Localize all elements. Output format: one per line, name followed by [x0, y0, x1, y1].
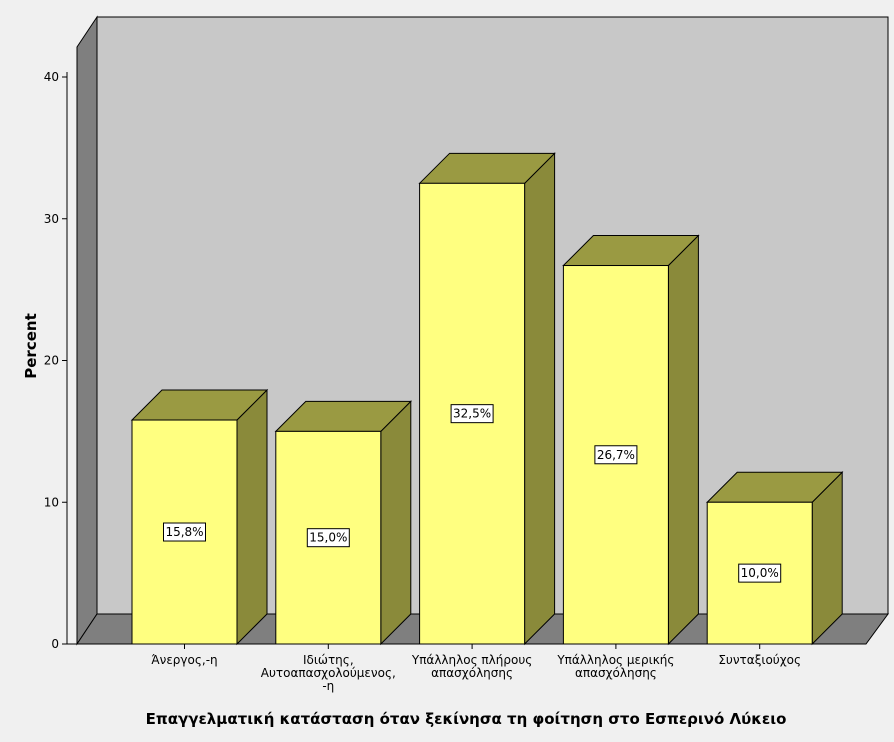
bar-group: 15,0%	[274, 400, 413, 646]
data-label-box	[738, 563, 782, 583]
bar-side	[524, 152, 556, 646]
data-label-box	[594, 445, 638, 465]
y-tick-label: 30	[44, 212, 59, 226]
data-label: 15,0%	[309, 531, 347, 545]
x-tick-label: Άνεργος,-η	[151, 653, 217, 667]
x-tick-label: Υπάλληλος μερικής	[556, 653, 674, 667]
y-tick-label: 40	[44, 70, 59, 84]
data-label: 26,7%	[597, 448, 635, 462]
x-tick-label: απασχόλησης	[575, 666, 657, 680]
y-axis-title: Percent	[22, 313, 40, 378]
y-tick-label: 0	[51, 637, 59, 651]
bar-side	[667, 234, 699, 646]
data-label-box	[163, 522, 206, 542]
x-tick-label: απασχόλησης	[431, 666, 513, 680]
x-axis: Άνεργος,-η Ιδιώτης,Αυτοαπασχολούμενος,-η Υ…	[151, 644, 801, 693]
data-label-box	[450, 404, 494, 424]
x-tick-label: -η	[322, 679, 334, 693]
y-tick-label: 10	[44, 495, 59, 509]
bar-group: 15,8%	[130, 388, 269, 646]
bar-side	[380, 400, 412, 646]
x-tick-label: Ιδιώτης,	[303, 653, 354, 667]
data-label: 10,0%	[741, 566, 779, 580]
y-tick-label: 20	[44, 354, 59, 368]
side-wall	[76, 15, 98, 646]
bars-group: 15,8% 15,0% 32,5% 26,7% 10,0%	[130, 152, 844, 646]
x-tick-label: Αυτοαπασχολούμενος,	[261, 666, 396, 680]
data-label: 32,5%	[453, 407, 491, 421]
x-tick-label: Συνταξιούχος	[718, 653, 801, 667]
x-tick-label: Υπάλληλος πλήρους	[411, 653, 532, 667]
bar-group: 26,7%	[562, 234, 700, 646]
bar-group: 32,5%	[418, 152, 556, 646]
bar-side	[236, 388, 268, 646]
data-label: 15,8%	[165, 525, 203, 539]
x-axis-title: Επαγγελματική κατάσταση όταν ξεκίνησα τη…	[146, 710, 787, 728]
bar-group: 10,0%	[705, 471, 844, 646]
data-label-box	[306, 528, 350, 548]
